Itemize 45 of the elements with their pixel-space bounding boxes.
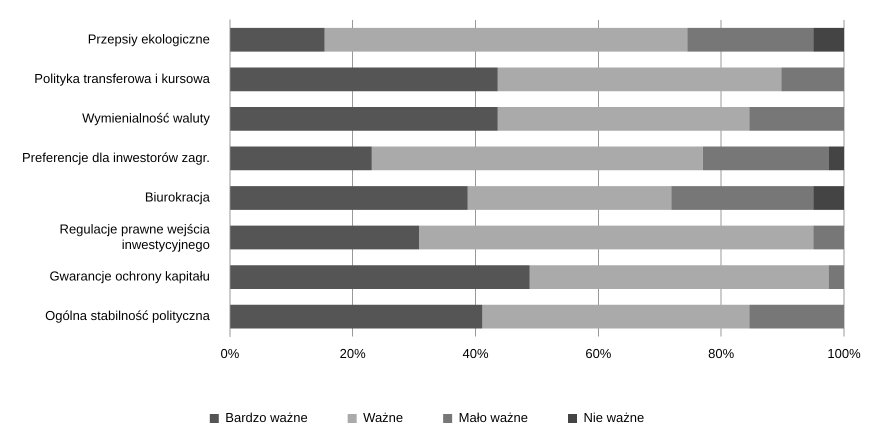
- bar: [813, 28, 844, 52]
- legend-label: Mało ważne: [458, 410, 528, 426]
- bar: [230, 304, 482, 328]
- bar: [828, 265, 844, 289]
- y-tick-label: Polityka transferowa i kursowa: [34, 70, 211, 86]
- bar: [813, 186, 844, 210]
- legend-label: Ważne: [363, 410, 404, 426]
- bar: [230, 265, 530, 289]
- y-tick-label: Przepsiy ekologiczne: [88, 31, 210, 46]
- bar: [530, 265, 829, 289]
- bar: [813, 226, 844, 250]
- y-tick-label: Preferencje dla inwestorów zagr.: [22, 150, 210, 166]
- bar: [230, 107, 498, 131]
- bar: [482, 304, 750, 328]
- x-tick-label: 20%: [340, 346, 366, 361]
- legend-label: Nie ważne: [584, 410, 644, 426]
- bar: [687, 28, 814, 52]
- y-tick-label: Ogólna stabilność polityczna: [45, 308, 211, 324]
- bar: [419, 226, 814, 250]
- bar: [498, 67, 782, 92]
- bar: [372, 146, 703, 170]
- bar: [781, 67, 844, 92]
- bar: [230, 67, 498, 92]
- y-tick-label: Gwarancje ochrony kapitału: [49, 268, 210, 284]
- bar: [468, 186, 672, 210]
- x-tick-label: 80%: [708, 346, 735, 361]
- bar: [702, 146, 829, 170]
- bar: [230, 146, 372, 170]
- bar: [230, 28, 324, 52]
- bar: [230, 226, 420, 250]
- x-tick-label: 40%: [462, 346, 489, 361]
- bar: [498, 107, 750, 131]
- y-tick-label: Wymienialność waluty: [82, 110, 210, 126]
- y-tick-label: Regulacje prawne wejścia inwestycyjnego: [60, 221, 211, 252]
- x-tick-label: 0%: [220, 346, 240, 361]
- x-tick-label: 60%: [585, 346, 612, 361]
- bar: [828, 146, 844, 170]
- bar: [324, 28, 688, 52]
- bar: [749, 107, 844, 131]
- y-tick-label: Biurokracja: [144, 190, 211, 205]
- legend-label: Bardzo ważne: [225, 410, 308, 426]
- bar: [671, 186, 814, 210]
- x-tick-label: 100%: [827, 346, 862, 361]
- bar: [230, 186, 468, 210]
- bar: [749, 304, 844, 328]
